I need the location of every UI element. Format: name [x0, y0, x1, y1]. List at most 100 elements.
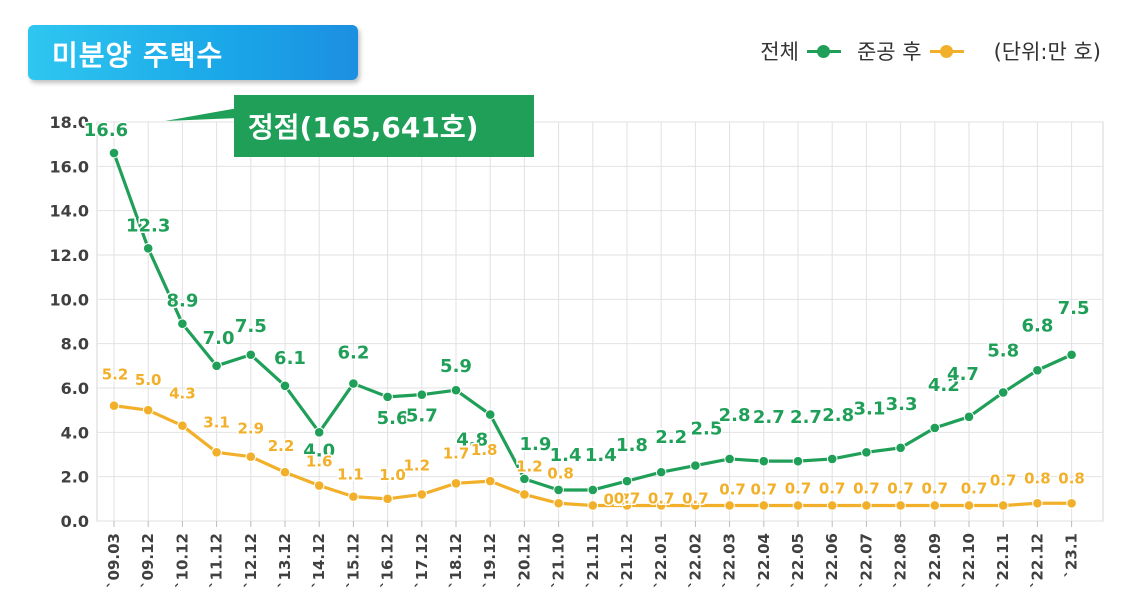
chart-title: 미분양 주택수	[52, 39, 224, 72]
data-point	[484, 409, 496, 420]
legend-post-completion-label: 준공 후	[856, 40, 922, 64]
peak-callout	[234, 95, 534, 157]
x-tick-label: `12.12	[242, 533, 260, 588]
data-label: 1.0	[379, 466, 406, 484]
data-label: 4.7	[947, 364, 979, 385]
data-label: 6.2	[337, 343, 369, 364]
data-label: 0.7	[922, 479, 949, 497]
data-label: 2.7	[753, 407, 785, 428]
data-point	[587, 484, 599, 496]
data-point	[279, 466, 291, 478]
data-label: 2.8	[719, 405, 751, 426]
x-tick-label: `22.12	[1028, 533, 1046, 588]
data-label: 0.7	[887, 479, 914, 497]
x-tick-label: `22.04	[755, 533, 773, 588]
data-label: 0.7	[682, 489, 709, 507]
x-tick-label: `19.12	[481, 533, 499, 588]
x-tick-label: `22.01	[652, 533, 670, 588]
data-point	[519, 489, 530, 500]
unit-label: (단위:만 호)	[993, 40, 1101, 64]
data-label: 0.7	[648, 489, 675, 507]
data-label: 0.7	[785, 479, 812, 497]
data-label: 0.7	[819, 479, 846, 497]
data-point	[997, 500, 1009, 511]
x-tick-label: `18.12	[447, 533, 465, 588]
x-tick-label: `17.12	[413, 533, 431, 588]
x-tick-label: `20.12	[515, 533, 533, 588]
y-tick-label: 10.0	[50, 290, 89, 309]
data-label: 0.7	[853, 479, 880, 497]
data-point	[108, 400, 120, 412]
data-label: 2.2	[655, 427, 687, 448]
data-point	[108, 147, 120, 159]
data-point	[142, 404, 154, 416]
data-label: 1.2	[516, 457, 543, 475]
data-point	[895, 500, 906, 511]
data-label: 1.8	[616, 435, 648, 456]
data-point	[245, 349, 257, 361]
data-label: 4.0	[303, 440, 335, 461]
data-label: 16.6	[84, 120, 128, 141]
data-point	[1066, 497, 1077, 509]
x-tick-label: `22.07	[857, 533, 875, 588]
legend-total-marker	[806, 44, 841, 58]
data-point	[177, 420, 188, 431]
data-point	[1032, 364, 1043, 376]
data-point	[621, 500, 633, 511]
y-tick-label: 18.0	[50, 113, 89, 132]
data-label: 0.7	[614, 489, 641, 507]
x-tick-label: `23.1	[1063, 533, 1081, 578]
data-label: 7.5	[1058, 298, 1090, 319]
data-point	[348, 491, 359, 502]
y-tick-label: 4.0	[61, 423, 89, 442]
data-label: 5.2	[102, 366, 129, 384]
data-label: 0.7	[990, 471, 1017, 489]
data-point	[929, 422, 941, 434]
data-point	[211, 360, 222, 372]
x-tick-label: `21.10	[550, 533, 568, 588]
x-tick-label: `13.12	[276, 533, 294, 588]
x-tick-label: `22.03	[721, 533, 739, 588]
data-labels: 16.612.38.97.07.56.14.06.25.65.75.94.8 1.…	[82, 119, 1091, 510]
y-tick-label: 12.0	[50, 246, 89, 265]
data-label: 5.0	[135, 371, 162, 389]
data-label: 3.1	[203, 413, 230, 431]
data-label: 4.2	[928, 375, 960, 396]
y-tick-label: 0.0	[61, 512, 89, 531]
x-tick-label: `22.10	[960, 533, 978, 588]
data-point	[484, 475, 496, 487]
data-label: 0.7	[751, 480, 778, 498]
data-label: 12.3	[126, 215, 170, 236]
x-tick-label: `22.05	[789, 533, 807, 588]
legend-total: 전체	[760, 36, 841, 66]
data-point	[963, 500, 975, 511]
x-tick-label: `16.12	[379, 533, 397, 588]
data-label: 8.9	[166, 291, 198, 312]
x-tick-label: `22.02	[686, 533, 704, 588]
data-label: 3.1	[853, 398, 885, 419]
data-label: 0.8	[547, 464, 574, 482]
data-point	[997, 387, 1009, 398]
data-label: 1.2	[404, 456, 431, 474]
data-point	[245, 451, 257, 463]
data-point	[792, 500, 804, 511]
data-point	[724, 453, 735, 465]
data-point	[1066, 349, 1077, 361]
data-point	[792, 455, 804, 467]
data-label: 4.3	[169, 385, 196, 403]
x-tick-label: `09.12	[139, 533, 157, 588]
data-point	[758, 500, 770, 511]
data-point	[826, 453, 838, 465]
x-tick-label: `10.12	[173, 533, 191, 588]
data-label: 0.7	[961, 479, 988, 497]
data-label: 2.7	[790, 407, 822, 428]
data-point	[553, 484, 564, 496]
data-point	[621, 475, 633, 487]
data-point	[142, 243, 154, 254]
data-point	[895, 442, 906, 454]
data-point	[313, 427, 325, 438]
data-point	[450, 384, 462, 396]
data-point	[177, 318, 188, 330]
title-badge	[28, 25, 358, 80]
